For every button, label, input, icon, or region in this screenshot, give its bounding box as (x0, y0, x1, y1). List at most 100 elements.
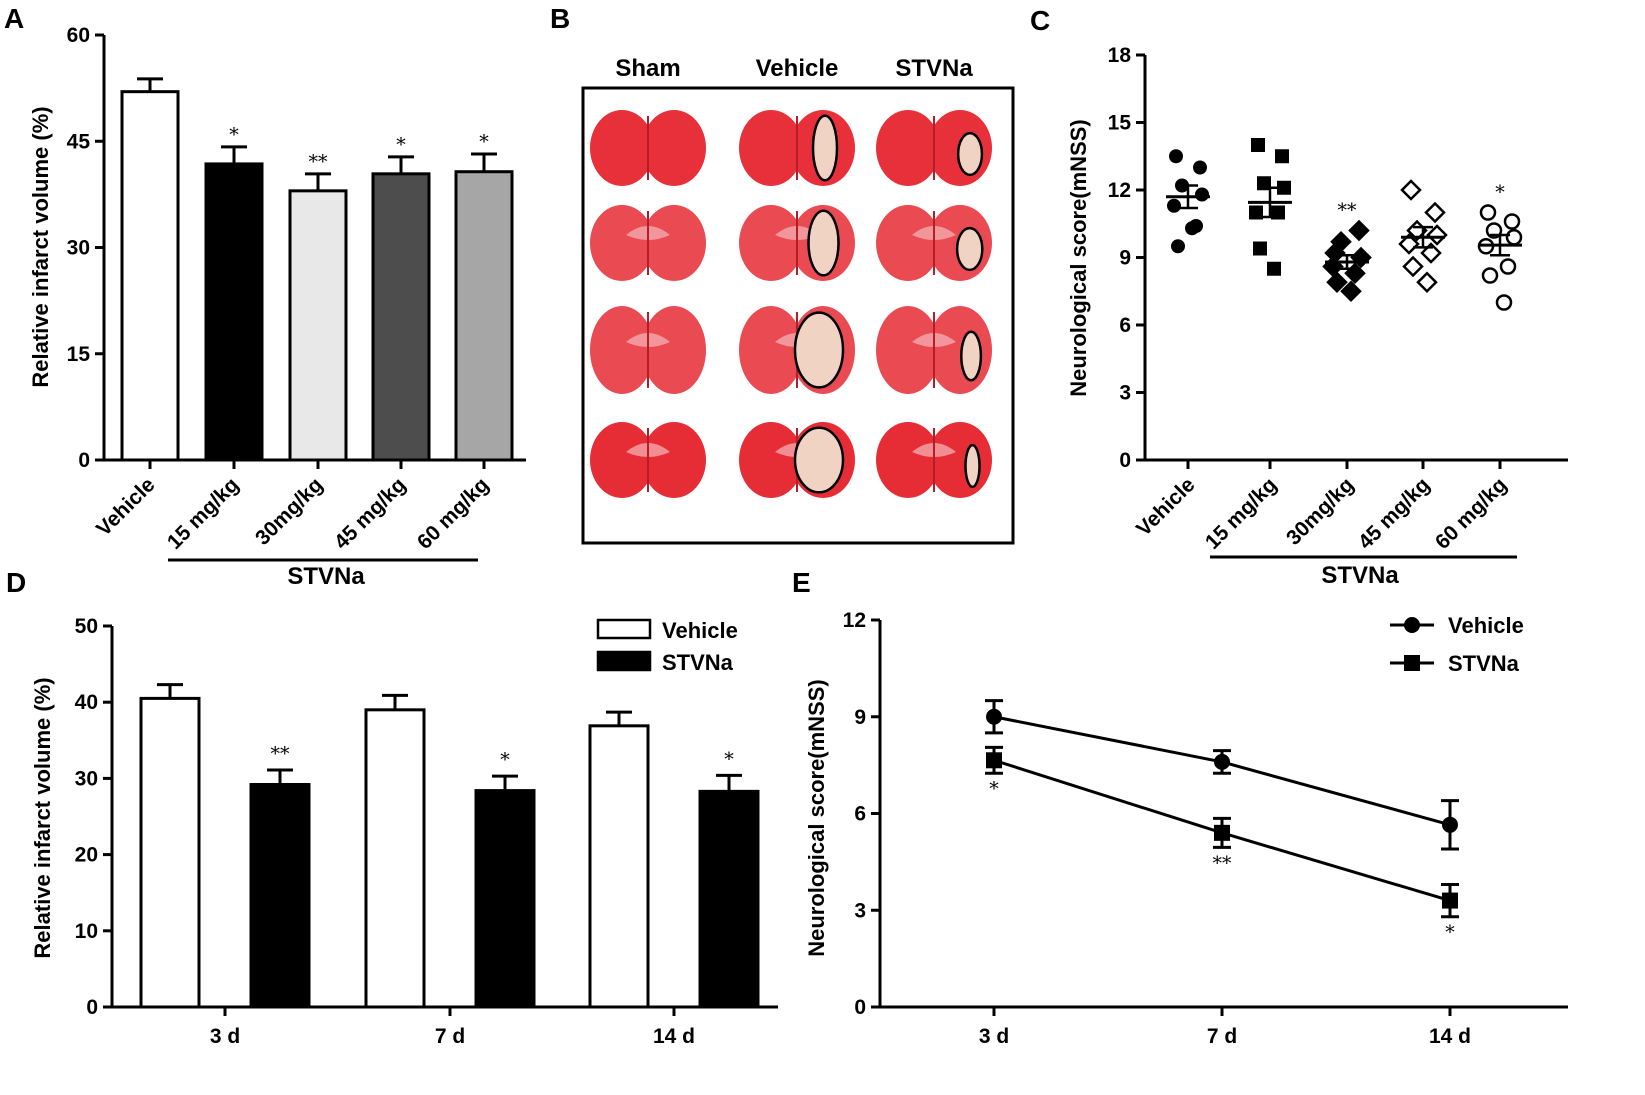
a-y-tick-label: 45 (67, 130, 91, 153)
d-y-tick-label: 0 (86, 996, 98, 1019)
e-y-tick-label: 0 (854, 996, 866, 1019)
a-significance: * (229, 124, 239, 146)
b-brain-right-hemisphere (928, 306, 992, 394)
c-point (1330, 230, 1352, 253)
c-point (1167, 198, 1181, 213)
b-brain-left-hemisphere (876, 110, 940, 186)
c-point (1503, 213, 1521, 230)
c-group-label: STVNa (1321, 562, 1399, 589)
d-x-tick-label: 14 d (653, 1025, 695, 1048)
d-y-tick-label: 20 (75, 844, 98, 867)
panel-label-c: C (1030, 5, 1050, 36)
c-x-tick-label: 45 mg/kg (1354, 473, 1435, 554)
d-y-tick-label: 10 (75, 920, 98, 943)
c-point (1424, 201, 1446, 224)
d-x-tick-label: 3 d (210, 1025, 240, 1048)
c-y-tick-label: 15 (1108, 112, 1132, 135)
e-y-axis-label: Neurological score(mNSS) (804, 679, 829, 957)
a-x-tick-label: 30mg/kg (251, 473, 328, 550)
b-brain-left-hemisphere (590, 110, 654, 186)
c-point (1193, 160, 1207, 175)
b-brain-right-hemisphere (642, 422, 706, 498)
c-point (1326, 271, 1348, 294)
c-point (1277, 180, 1291, 195)
c-point (1499, 258, 1517, 275)
a-y-tick-label: 60 (67, 24, 90, 47)
c-significance: ** (1338, 200, 1358, 222)
b-brain-left-hemisphere (739, 422, 803, 498)
c-point (1400, 179, 1422, 201)
c-point (1251, 138, 1265, 152)
c-point (1195, 187, 1209, 202)
c-x-tick-label: 60 mg/kg (1431, 473, 1512, 554)
e-point-square (1442, 892, 1458, 909)
a-significance: * (396, 134, 406, 156)
e-significance: * (989, 778, 999, 800)
c-x-tick-label: Vehicle (1132, 473, 1199, 540)
e-x-tick-label: 7 d (1207, 1025, 1237, 1048)
c-y-tick-label: 0 (1119, 449, 1131, 472)
b-brain-left-hemisphere (739, 306, 803, 394)
c-point (1426, 224, 1448, 246)
b-infarct-outline (955, 226, 984, 272)
c-point (1169, 149, 1183, 164)
a-bar (204, 162, 264, 462)
b-column-label: STVNa (895, 55, 973, 82)
a-bar (371, 172, 431, 462)
e-y-tick-label: 3 (854, 899, 866, 922)
b-brain-left-hemisphere (739, 110, 803, 186)
b-column-label: Sham (615, 55, 680, 82)
a-bar (288, 189, 348, 462)
b-infarct-outline (956, 131, 984, 177)
b-brain-left-hemisphere (590, 422, 654, 498)
b-column-label: Vehicle (756, 55, 839, 82)
d-x-tick-label: 7 d (435, 1025, 465, 1048)
d-significance: * (500, 749, 510, 771)
a-group-label: STVNa (287, 563, 365, 590)
e-y-tick-label: 12 (843, 609, 866, 632)
b-brain-left-hemisphere (876, 422, 940, 498)
e-y-tick-label: 6 (854, 803, 866, 826)
d-legend-swatch (596, 618, 652, 640)
e-significance: * (1445, 922, 1455, 944)
c-point (1171, 239, 1185, 254)
b-brain-right-hemisphere (642, 205, 706, 281)
a-y-tick-label: 0 (78, 449, 90, 472)
panel-label-e: E (792, 567, 811, 598)
b-brain-left-hemisphere (590, 306, 654, 394)
e-legend-label: STVNa (1448, 651, 1520, 676)
b-brain-right-hemisphere (642, 110, 706, 186)
a-x-tick-label: Vehicle (92, 473, 159, 540)
chart-b-ttc-brain-slices: Sham Vehicle STVNa (581, 55, 1015, 545)
c-y-tick-label: 6 (1119, 314, 1131, 337)
a-y-tick-label: 15 (67, 343, 91, 366)
d-y-tick-label: 30 (75, 767, 98, 790)
a-x-tick-label: 60 mg/kg (413, 473, 494, 554)
d-bar-stvna (249, 782, 311, 1009)
d-bar-stvna (474, 789, 536, 1009)
b-infarct-outline (811, 114, 839, 182)
c-point (1322, 255, 1344, 278)
d-y-tick-label: 40 (75, 691, 98, 714)
c-point (1495, 294, 1513, 311)
c-point (1340, 280, 1362, 303)
e-point-square (1214, 824, 1230, 841)
c-point (1416, 271, 1438, 294)
b-infarct-outline (793, 311, 845, 389)
c-y-tick-label: 9 (1119, 247, 1131, 270)
a-bar (454, 170, 514, 462)
b-brain-left-hemisphere (590, 205, 654, 281)
c-point (1505, 229, 1523, 246)
c-point (1267, 261, 1281, 276)
c-y-axis-label: Neurological score(mNSS) (1066, 119, 1091, 397)
e-legend-marker (1404, 655, 1420, 671)
d-y-axis-label: Relative infarct volume (%) (30, 677, 55, 958)
a-significance: * (479, 131, 489, 153)
a-y-tick-label: 30 (67, 237, 90, 260)
d-bar-vehicle (139, 696, 201, 1009)
c-x-tick-label: 15 mg/kg (1201, 473, 1282, 554)
e-significance: ** (1213, 852, 1233, 874)
